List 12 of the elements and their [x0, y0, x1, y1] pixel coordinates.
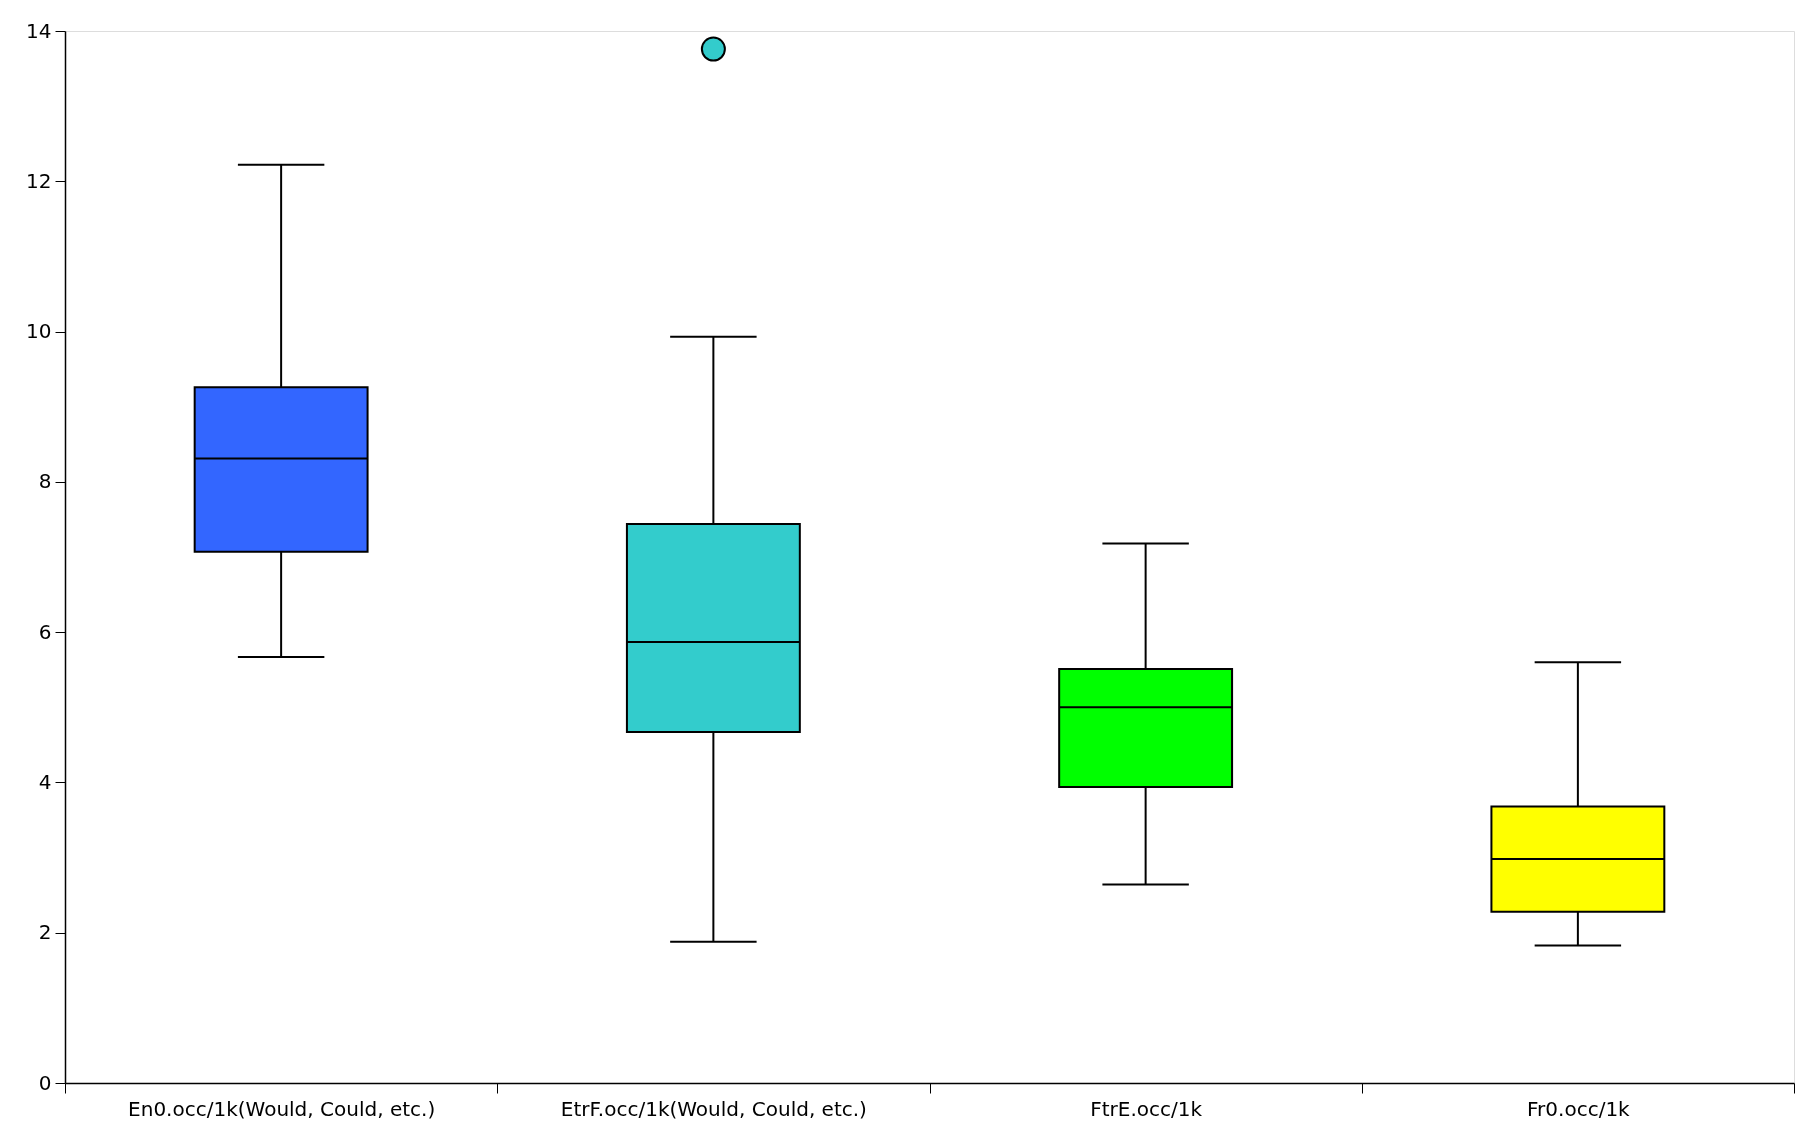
y-tick-label: 12 — [26, 168, 52, 193]
y-tick-label: 8 — [38, 469, 52, 494]
y-tick-label: 0 — [38, 1070, 52, 1095]
y-tick-label: 2 — [38, 920, 52, 945]
x-tick-label: Fr0.occ/1k — [1527, 1096, 1631, 1121]
x-tick-label: En0.occ/1k(Would, Could, etc.) — [128, 1096, 436, 1121]
y-tick-label: 10 — [26, 319, 52, 344]
y-tick-label: 6 — [38, 619, 52, 644]
x-tick-label: FtrE.occ/1k — [1090, 1096, 1203, 1121]
y-tick-label: 14 — [26, 18, 52, 43]
y-tick-label: 4 — [38, 769, 52, 794]
x-tick-label: EtrF.occ/1k(Would, Could, etc.) — [560, 1096, 867, 1121]
